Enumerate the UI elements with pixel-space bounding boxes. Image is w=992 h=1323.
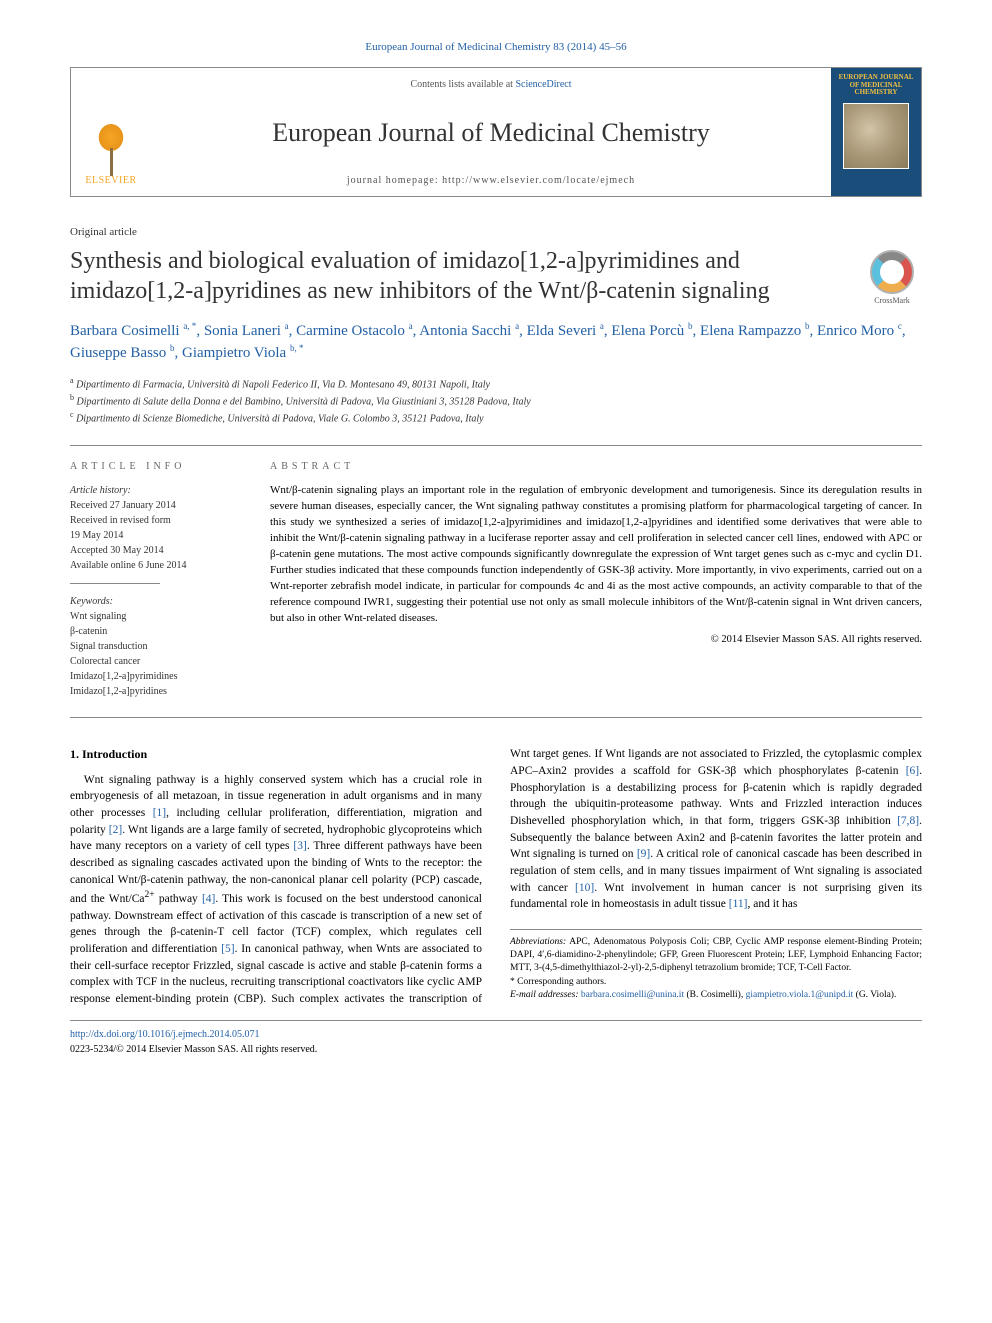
article-info-head: ARTICLE INFO [70,460,250,474]
journal-cover-thumb: EUROPEAN JOURNAL OF MEDICINAL CHEMISTRY [831,68,921,196]
email-link-2[interactable]: giampietro.viola.1@unipd.it [746,990,854,1000]
elsevier-tree-icon [91,120,131,170]
ref-7-8[interactable]: [7,8] [897,815,919,827]
ref-9[interactable]: [9] [637,848,650,860]
ref-6[interactable]: [6] [906,765,919,777]
keywords-block: Keywords: Wnt signalingβ-cateninSignal t… [70,594,250,699]
corresponding-footnote: * Corresponding authors. [510,976,922,989]
homepage-line: journal homepage: http://www.elsevier.co… [159,174,823,188]
intro-text: , and it has [748,898,798,910]
journal-name: European Journal of Medicinal Chemistry [159,115,823,150]
ref-10[interactable]: [10] [575,882,594,894]
footnotes: Abbreviations: APC, Adenomatous Polyposi… [510,929,922,1002]
ref-5[interactable]: [5] [221,943,234,955]
article-history: Article history: Received 27 January 201… [70,483,250,573]
email-label: E-mail addresses: [510,990,581,1000]
keywords-text: Wnt signalingβ-cateninSignal transductio… [70,609,250,699]
journal-header: ELSEVIER Contents lists available at Sci… [70,67,922,197]
header-center: Contents lists available at ScienceDirec… [151,68,831,196]
affiliation-c: c Dipartimento di Scienze Biomediche, Un… [70,409,922,426]
crossmark-icon [870,250,914,294]
abbrev-label: Abbreviations: [510,937,566,947]
email-link-1[interactable]: barbara.cosimelli@unina.it [581,990,684,1000]
email-footnote: E-mail addresses: barbara.cosimelli@unin… [510,989,922,1002]
abbrev-text: APC, Adenomatous Polyposis Coli; CBP, Cy… [510,937,922,974]
info-separator [70,583,160,584]
ref-3[interactable]: [3] [293,840,306,852]
homepage-prefix: journal homepage: [347,175,442,186]
intro-text: pathway [155,893,202,905]
history-label: Article history: [70,483,250,498]
issn-copyright: 0223-5234/© 2014 Elsevier Masson SAS. Al… [70,1044,317,1055]
ref-4[interactable]: [4] [202,893,215,905]
contents-line: Contents lists available at ScienceDirec… [159,78,823,92]
affiliation-a: a Dipartimento di Farmacia, Università d… [70,375,922,392]
article-type: Original article [70,225,922,240]
abstract-head: ABSTRACT [270,460,922,474]
crossmark-widget[interactable]: CrossMark [862,250,922,307]
cover-title: EUROPEAN JOURNAL OF MEDICINAL CHEMISTRY [835,74,917,97]
email-who-1: (B. Cosimelli), [684,990,746,1000]
affiliations: a Dipartimento di Farmacia, Università d… [70,375,922,427]
abstract-column: ABSTRACT Wnt/β-catenin signaling plays a… [270,460,922,700]
abstract-copyright: © 2014 Elsevier Masson SAS. All rights r… [270,633,922,647]
ref-11[interactable]: [11] [729,898,748,910]
cover-image-icon [843,103,909,169]
doi-link[interactable]: http://dx.doi.org/10.1016/j.ejmech.2014.… [70,1029,260,1040]
ref-1[interactable]: [1] [153,807,166,819]
page-footer: http://dx.doi.org/10.1016/j.ejmech.2014.… [70,1020,922,1057]
affiliation-b: b Dipartimento di Salute della Donna e d… [70,392,922,409]
sciencedirect-link[interactable]: ScienceDirect [515,79,571,90]
history-text: Received 27 January 2014Received in revi… [70,498,250,573]
superscript-2plus: 2+ [145,889,155,900]
info-abstract-box: ARTICLE INFO Article history: Received 2… [70,445,922,719]
ref-2[interactable]: [2] [109,824,122,836]
abstract-text: Wnt/β-catenin signaling plays an importa… [270,483,922,626]
email-who-2: (G. Viola). [853,990,896,1000]
article-info-column: ARTICLE INFO Article history: Received 2… [70,460,270,700]
publisher-name: ELSEVIER [85,174,136,188]
keywords-label: Keywords: [70,594,250,609]
publisher-logo-left: ELSEVIER [71,68,151,196]
contents-prefix: Contents lists available at [410,79,515,90]
article-title: Synthesis and biological evaluation of i… [70,246,846,306]
crossmark-label: CrossMark [874,296,910,307]
homepage-url[interactable]: http://www.elsevier.com/locate/ejmech [442,175,635,186]
running-citation: European Journal of Medicinal Chemistry … [70,40,922,55]
intro-heading: 1. Introduction [70,746,482,763]
abbreviations-footnote: Abbreviations: APC, Adenomatous Polyposi… [510,936,922,976]
body-columns: 1. Introduction Wnt signaling pathway is… [70,746,922,1008]
author-list: Barbara Cosimelli a, *, Sonia Laneri a, … [70,320,922,365]
